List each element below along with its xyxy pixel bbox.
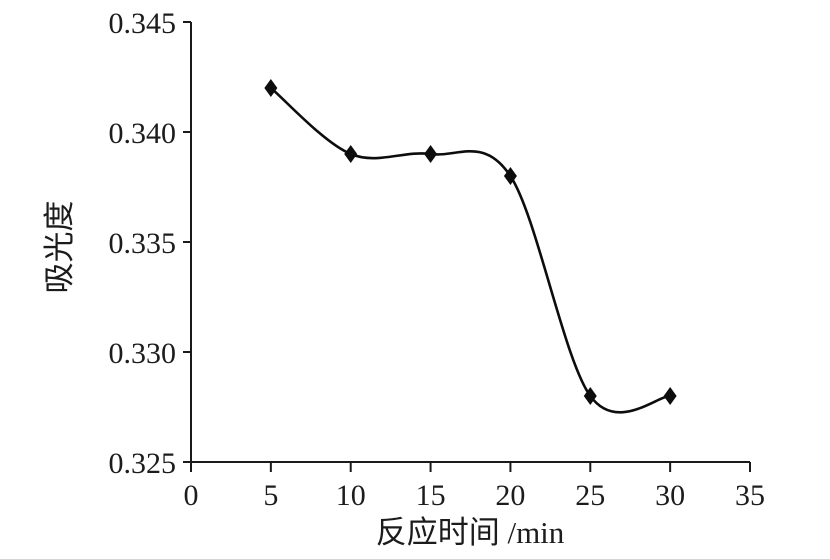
y-tick-label: 0.330 (109, 337, 177, 370)
data-point-marker (264, 79, 278, 97)
series-line (269, 86, 672, 414)
x-tick-label: 15 (416, 479, 446, 512)
x-axis-title: 反应时间 /min (376, 515, 565, 550)
x-tick-label: 0 (184, 479, 199, 512)
y-tick-label: 0.335 (109, 227, 177, 260)
series-layer (264, 79, 677, 414)
x-tick-label: 30 (655, 479, 685, 512)
data-point-marker (663, 387, 677, 405)
y-axis-title: 吸光度 (42, 201, 77, 294)
data-point-marker (344, 145, 358, 163)
y-tick-label: 0.325 (109, 447, 177, 480)
axes-layer: 0 5 10 15 20 25 30 35 0.325 0.330 0.335 0.340 0.345 (109, 7, 766, 512)
data-point-marker (424, 145, 438, 163)
x-tick-label: 10 (336, 479, 366, 512)
x-tick-label: 35 (735, 479, 765, 512)
data-point-marker (503, 167, 517, 185)
x-tick-label: 25 (575, 479, 605, 512)
x-tick-label: 5 (263, 479, 278, 512)
y-tick-label: 0.340 (109, 117, 177, 150)
x-tick-label: 20 (495, 479, 525, 512)
y-tick-label: 0.345 (109, 7, 177, 40)
data-point-marker (583, 387, 597, 405)
